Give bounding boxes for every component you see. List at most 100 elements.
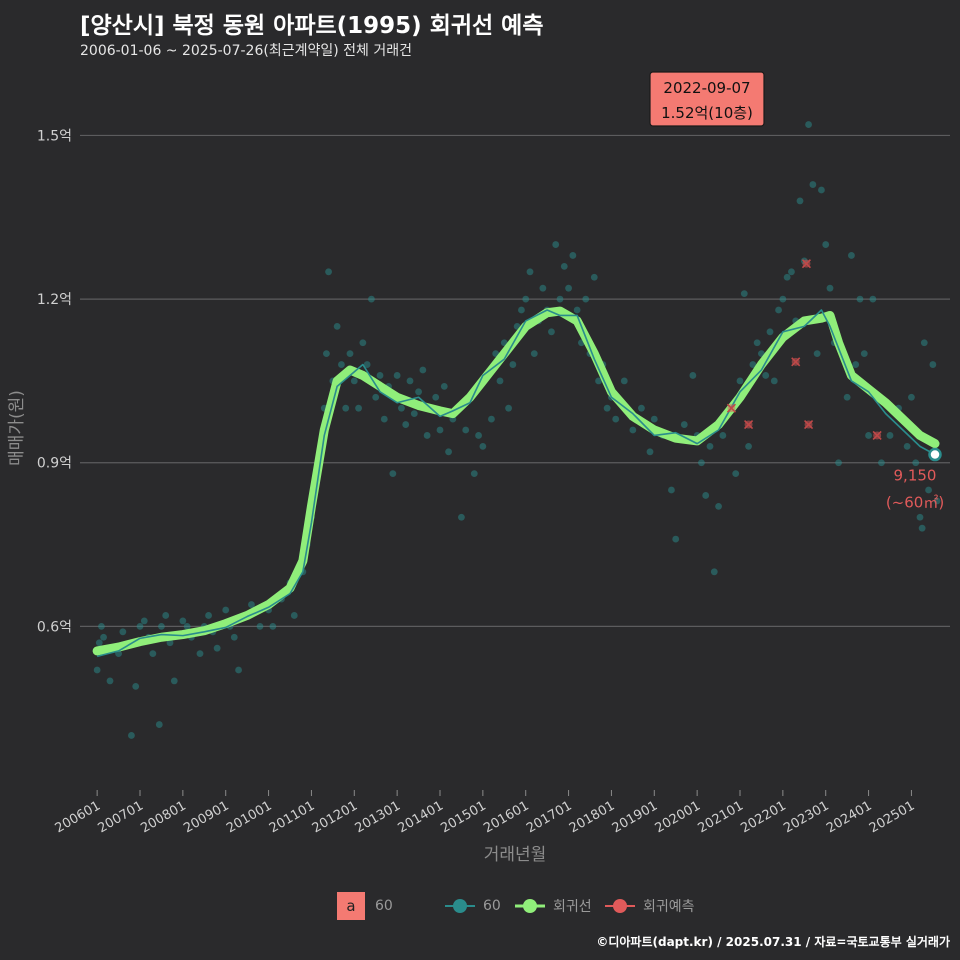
scatter-point <box>368 295 375 303</box>
scatter-point <box>552 241 560 248</box>
scatter-point <box>933 497 941 505</box>
scatter-point <box>916 513 924 521</box>
y-tick-label: 0.6억 <box>37 619 72 635</box>
x-tick-label: 202001 <box>653 798 703 836</box>
legend-regression-key-icon <box>515 899 545 913</box>
scatter-point <box>920 339 928 347</box>
scatter-point <box>650 415 658 423</box>
scatter-point <box>783 273 791 281</box>
scatter-point <box>436 426 444 434</box>
legend-prediction-key-icon <box>605 899 635 913</box>
max-annotation-box <box>649 71 765 127</box>
legend-fill-label: 60 <box>375 898 393 914</box>
scatter-point <box>762 372 770 379</box>
scatter-point <box>556 295 564 303</box>
scatter-point <box>155 721 163 728</box>
scatter-point <box>813 350 821 358</box>
scatter-point <box>918 524 926 532</box>
scatter-point <box>805 121 812 128</box>
scatter-point <box>565 284 572 292</box>
scatter-point <box>590 273 598 281</box>
legend-area-label: 60 <box>483 898 501 914</box>
legend-fill-swatch: a <box>337 892 365 920</box>
scatter-point <box>222 606 230 614</box>
scatter-point <box>526 268 534 276</box>
scatter-point <box>736 377 744 385</box>
scatter-point <box>560 262 568 270</box>
scatter-point <box>698 459 705 467</box>
scatter-point <box>410 410 418 418</box>
scatter-point <box>770 377 778 385</box>
x-tick-label: 202101 <box>696 798 746 836</box>
x-tick-label: 201901 <box>610 798 660 836</box>
scatter-point <box>423 432 431 439</box>
prediction-point <box>872 430 882 441</box>
scatter-point <box>848 252 855 259</box>
x-tick-label: 202401 <box>824 798 874 836</box>
y-axis-title: 매매가(원) <box>7 390 27 466</box>
scatter-point <box>539 284 547 292</box>
scatter-point <box>98 622 105 630</box>
scatter-point <box>402 421 410 428</box>
regression-line <box>92 306 940 656</box>
scatter-point <box>843 393 851 401</box>
scatter-point <box>205 612 212 619</box>
max-annotation-date: 2022-09-07 <box>663 79 750 97</box>
prediction-point <box>804 419 814 430</box>
scatter-point <box>689 372 697 379</box>
scatter-point <box>196 650 204 658</box>
scatter-point <box>256 622 264 630</box>
scatter-point <box>865 432 872 439</box>
y-tick-label: 1.2억 <box>37 292 72 308</box>
scatter-point <box>620 377 628 385</box>
x-tick-label: 202201 <box>738 798 788 836</box>
scatter-point <box>166 639 174 647</box>
max-annotation-value: 1.52억(10층) <box>661 104 753 122</box>
scatter-point <box>333 322 341 330</box>
scatter-point <box>530 350 538 358</box>
prediction-cross <box>872 430 882 441</box>
chart-title: [양산시] 북정 동원 아파트(1995) 회귀선 예측 <box>80 13 544 39</box>
x-tick-label: 201501 <box>438 798 488 836</box>
x-tick-label: 200901 <box>181 798 231 836</box>
scatter-point <box>355 404 362 412</box>
scatter-point <box>929 361 937 368</box>
source-caption: ©디아파트(dapt.kr) / 2025.07.31 / 자료=국토교통부 실… <box>596 935 950 949</box>
scatter-point <box>496 377 504 385</box>
scatter-point <box>235 666 242 674</box>
y-tick-label: 1.5억 <box>37 128 72 144</box>
scatter-point <box>475 432 482 439</box>
scatter-point <box>740 290 748 298</box>
scatter-point <box>140 617 148 625</box>
scatter-point <box>753 339 761 347</box>
scatter-points <box>93 121 941 739</box>
scatter-point <box>702 492 710 499</box>
scatter-point <box>323 350 330 358</box>
scatter-point <box>766 328 774 336</box>
scatter-point <box>809 181 817 188</box>
scatter-point <box>269 622 277 630</box>
scatter-point <box>680 421 688 428</box>
scatter-point <box>290 612 298 619</box>
scatter-point <box>595 377 602 385</box>
scatter-point <box>363 361 371 368</box>
scatter-point <box>179 617 187 625</box>
scatter-point <box>415 388 422 396</box>
prediction-point <box>726 403 736 413</box>
scatter-point <box>380 415 388 423</box>
scatter-point <box>359 339 367 347</box>
scatter-point <box>338 361 345 368</box>
x-tick-label: 202301 <box>781 798 831 836</box>
legend-regression-label: 회귀선 <box>553 899 592 915</box>
chart-plot: 0.6억 0.9억 1.2억 1.5억 200601200701200801200901… <box>7 71 950 865</box>
scatter-point <box>136 622 144 630</box>
scatter-point <box>162 612 170 619</box>
scatter-point <box>376 372 384 379</box>
x-tick-label: 201101 <box>267 798 317 836</box>
x-tick-label: 200801 <box>138 798 188 836</box>
prediction-point <box>791 357 801 367</box>
legend: a 60 60 회귀선 회귀예측 <box>0 890 960 922</box>
scatter-point <box>548 328 555 336</box>
scatter-point <box>128 732 135 739</box>
legend-item-area: 60 <box>445 890 501 922</box>
